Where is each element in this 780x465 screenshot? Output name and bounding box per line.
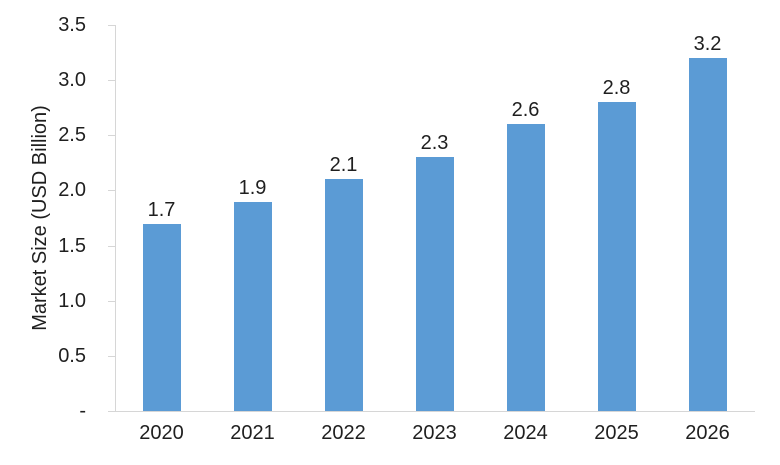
y-tick-label: 1.0 — [58, 289, 86, 312]
y-tick-label: 3.0 — [58, 69, 86, 92]
bar-value-label: 2.3 — [420, 132, 449, 155]
bar-value-label: 1.7 — [147, 198, 176, 221]
y-tick-mark — [108, 301, 115, 302]
y-tick-label: 0.5 — [58, 344, 86, 367]
bar-value-label: 2.6 — [511, 99, 540, 122]
x-axis-label: 2023 — [412, 422, 457, 444]
x-axis-label: 2022 — [321, 422, 366, 444]
bar-value-label: 1.9 — [238, 176, 267, 199]
y-tick-label: 2.0 — [58, 179, 86, 202]
x-axis-label: 2026 — [685, 422, 730, 444]
bar — [688, 58, 727, 411]
y-axis-line — [115, 25, 116, 411]
y-tick-label: 3.5 — [58, 14, 86, 36]
bar-value-label: 3.2 — [693, 33, 722, 56]
bar-value-label: 2.8 — [602, 77, 631, 100]
x-axis-label: 2025 — [594, 422, 639, 444]
bar-group-2023: 2.3 2023 — [389, 25, 480, 443]
y-tick-mark — [108, 356, 115, 357]
x-axis-label: 2021 — [230, 422, 275, 444]
y-tick-label: 2.5 — [58, 124, 86, 147]
y-tick-mark — [108, 135, 115, 136]
bar-group-2021: 1.9 2021 — [207, 25, 298, 444]
x-axis-line — [115, 411, 755, 412]
y-tick-mark — [108, 80, 115, 81]
bar — [597, 102, 636, 411]
y-tick-mark — [108, 411, 115, 412]
y-tick-mark — [108, 246, 115, 247]
y-tick-label: - — [79, 400, 86, 422]
bar — [506, 124, 545, 411]
bar — [233, 201, 272, 411]
bar — [324, 179, 363, 411]
x-axis-label: 2024 — [503, 422, 548, 444]
x-axis-label: 2020 — [139, 422, 184, 444]
bar-group-2022: 2.1 2022 — [298, 25, 389, 443]
bar-group-2026: 3.2 2026 — [662, 25, 753, 443]
y-tick-mark — [108, 25, 115, 26]
bar — [415, 157, 454, 411]
bar-value-label: 2.1 — [329, 154, 358, 177]
bar-group-2020: 1.7 2020 — [116, 25, 207, 444]
bar-group-2024: 2.6 2024 — [480, 25, 571, 443]
y-tick-mark — [108, 190, 115, 191]
y-tick-label: 1.5 — [58, 234, 86, 257]
bar — [142, 223, 181, 411]
bar-group-2025: 2.8 2025 — [571, 25, 662, 443]
